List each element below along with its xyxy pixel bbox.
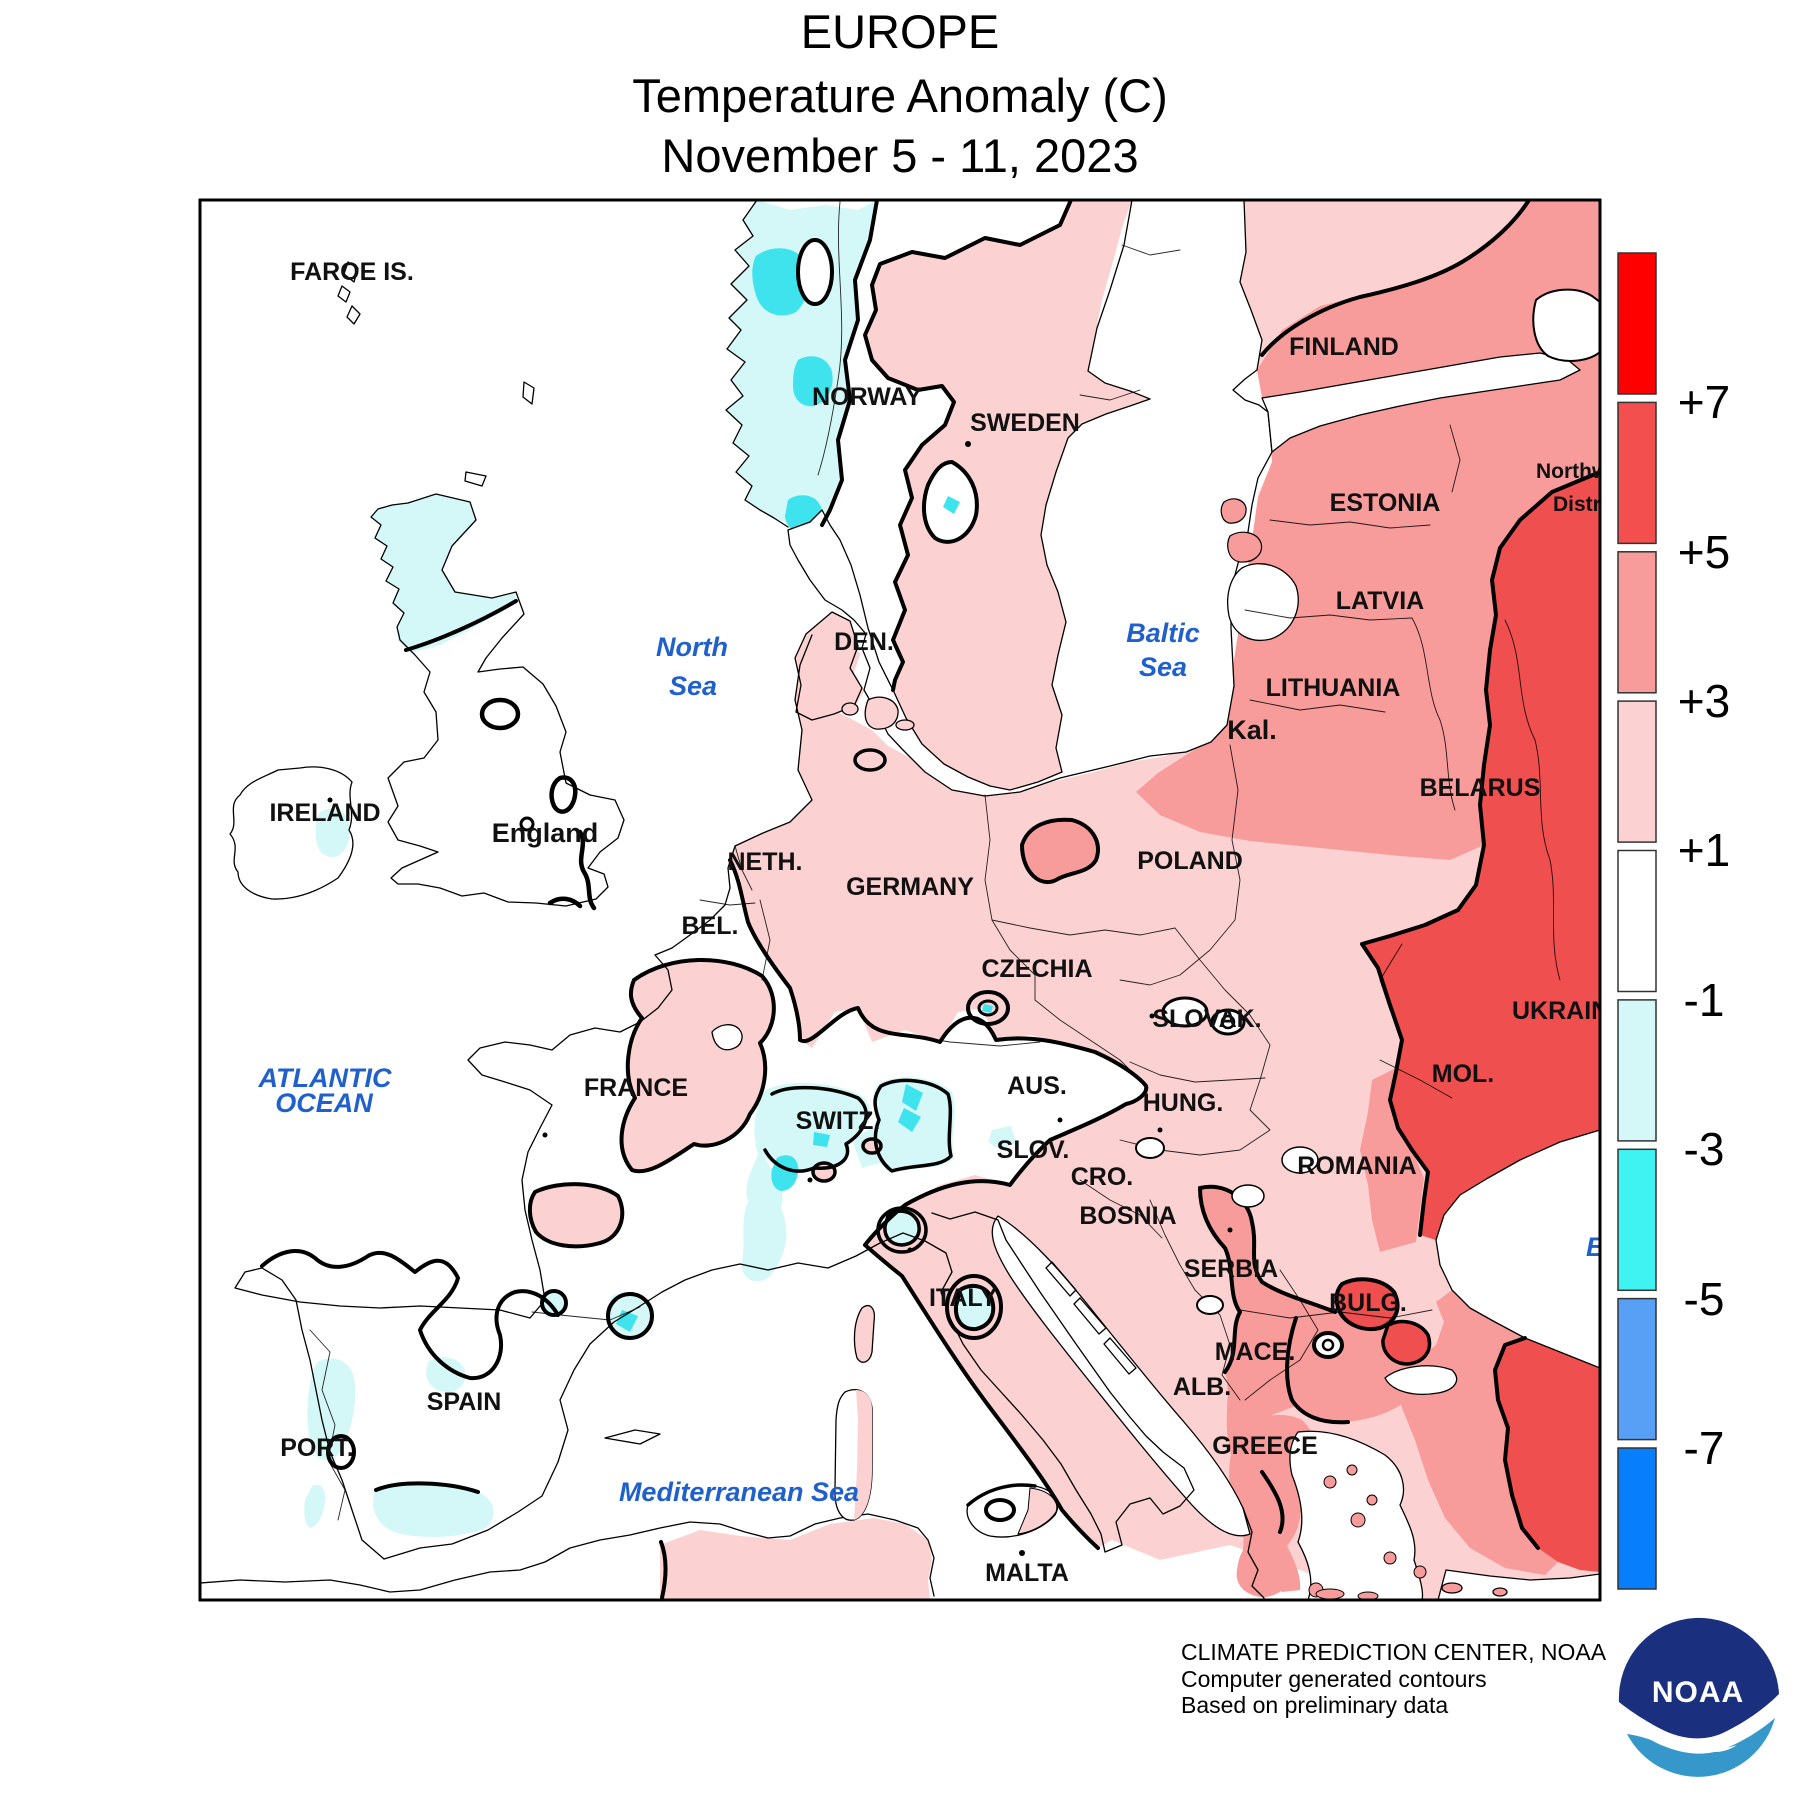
svg-text:CLIMATE PREDICTION CENTER, NOA: CLIMATE PREDICTION CENTER, NOAA <box>1181 1639 1607 1665</box>
svg-text:LATVIA: LATVIA <box>1336 587 1424 615</box>
svg-text:POLAND: POLAND <box>1137 847 1243 875</box>
svg-text:BOSNIA: BOSNIA <box>1079 1202 1176 1230</box>
svg-text:Sea: Sea <box>669 671 717 701</box>
svg-text:Northwestern: Northwestern <box>1536 460 1671 483</box>
svg-text:ROMANIA: ROMANIA <box>1297 1152 1416 1180</box>
svg-text:Computer generated contours: Computer generated contours <box>1181 1666 1487 1692</box>
svg-text:ATLANTIC: ATLANTIC <box>258 1063 392 1093</box>
svg-text:Kal.: Kal. <box>1227 715 1277 745</box>
svg-text:ESTONIA: ESTONIA <box>1330 489 1441 517</box>
svg-text:-1: -1 <box>1684 974 1725 1026</box>
svg-text:CZECHIA: CZECHIA <box>981 955 1092 983</box>
svg-text:LITHUANIA: LITHUANIA <box>1266 674 1401 702</box>
svg-text:SLOV.: SLOV. <box>997 1136 1070 1164</box>
svg-text:BEL.: BEL. <box>682 912 739 940</box>
svg-text:Baltic: Baltic <box>1126 618 1200 648</box>
svg-text:GERMANY: GERMANY <box>846 873 974 901</box>
svg-text:SERBIA: SERBIA <box>1184 1255 1278 1283</box>
svg-text:HUNG.: HUNG. <box>1143 1089 1224 1117</box>
svg-text:SPAIN: SPAIN <box>427 1388 502 1416</box>
svg-text:ITALY: ITALY <box>929 1284 997 1312</box>
svg-text:FRANCE: FRANCE <box>584 1074 688 1102</box>
svg-text:-7: -7 <box>1684 1422 1725 1474</box>
svg-text:+7: +7 <box>1678 376 1730 428</box>
svg-text:MALTA: MALTA <box>985 1559 1069 1587</box>
svg-text:Mediterranean Sea: Mediterranean Sea <box>619 1477 859 1507</box>
svg-text:BULG.: BULG. <box>1329 1289 1407 1317</box>
svg-text:BELARUS: BELARUS <box>1420 774 1541 802</box>
svg-text:FINLAND: FINLAND <box>1289 333 1399 361</box>
svg-text:GREECE: GREECE <box>1212 1432 1318 1460</box>
svg-text:+3: +3 <box>1678 675 1730 727</box>
svg-text:NOAA: NOAA <box>1652 1676 1744 1709</box>
svg-text:Bla: Bla <box>1586 1232 1628 1262</box>
svg-text:SWITZ.: SWITZ. <box>796 1107 881 1135</box>
svg-text:+1: +1 <box>1678 824 1730 876</box>
svg-text:North: North <box>656 632 728 662</box>
svg-text:+5: +5 <box>1678 526 1730 578</box>
svg-text:Sea: Sea <box>1139 652 1187 682</box>
svg-text:MACE.: MACE. <box>1215 1338 1296 1366</box>
svg-text:-3: -3 <box>1684 1123 1725 1175</box>
svg-text:SLOVAK.: SLOVAK. <box>1152 1005 1261 1033</box>
svg-text:UKRAINE: UKRAINE <box>1512 997 1626 1025</box>
svg-text:OCEAN: OCEAN <box>275 1088 373 1118</box>
svg-text:ALB.: ALB. <box>1173 1373 1231 1401</box>
svg-text:FAROE IS.: FAROE IS. <box>290 258 414 286</box>
svg-text:MOL.: MOL. <box>1432 1060 1495 1088</box>
svg-text:-5: -5 <box>1684 1273 1725 1325</box>
svg-text:SWEDEN: SWEDEN <box>970 409 1080 437</box>
svg-text:AUS.: AUS. <box>1007 1072 1067 1100</box>
svg-text:England: England <box>492 818 599 848</box>
svg-text:NORWAY: NORWAY <box>812 383 922 411</box>
svg-text:CRO.: CRO. <box>1071 1163 1134 1191</box>
svg-text:DEN.: DEN. <box>834 628 894 656</box>
svg-text:NETH.: NETH. <box>728 848 803 876</box>
svg-text:IRELAND: IRELAND <box>269 799 380 827</box>
svg-text:PORT.: PORT. <box>280 1434 354 1462</box>
svg-text:District: District <box>1553 493 1625 516</box>
svg-text:Based on preliminary data: Based on preliminary data <box>1181 1692 1448 1718</box>
